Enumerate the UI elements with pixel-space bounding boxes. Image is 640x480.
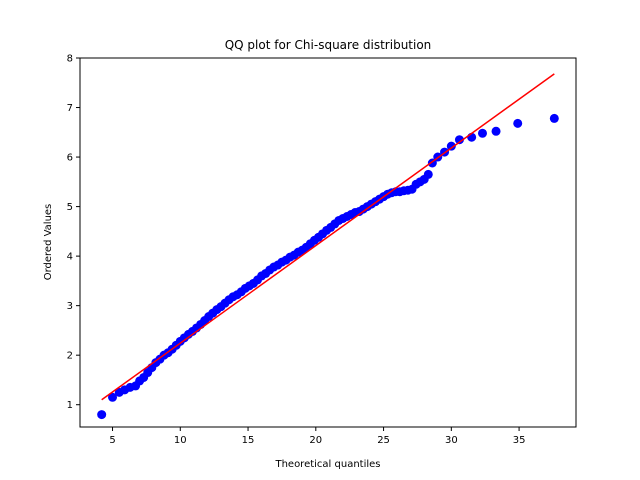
y-tick-label: 1: [67, 400, 73, 411]
y-tick-label: 6: [67, 153, 73, 164]
fit-line: [101, 73, 555, 401]
y-tick-label: 3: [67, 301, 73, 312]
y-tick-label: 2: [67, 351, 73, 362]
data-point: [477, 128, 487, 138]
x-tick-label: 15: [242, 435, 255, 446]
data-point: [549, 113, 559, 123]
x-tick-label: 10: [174, 435, 187, 446]
x-tick-label: 30: [445, 435, 458, 446]
chart-title: QQ plot for Chi-square distribution: [225, 38, 432, 52]
y-tick-label: 7: [67, 103, 73, 114]
data-point: [446, 141, 456, 151]
y-tick-label: 8: [67, 54, 73, 65]
data-point: [97, 410, 107, 420]
data-point: [423, 169, 433, 179]
data-point: [108, 392, 118, 402]
x-tick-label: 35: [513, 435, 526, 446]
y-tick-label: 5: [67, 202, 73, 213]
x-tick-label: 5: [109, 435, 115, 446]
data-point: [491, 126, 501, 136]
plot-area: [97, 73, 559, 420]
y-tick-label: 4: [67, 252, 73, 263]
axes-frame: [79, 57, 577, 428]
data-point: [454, 135, 464, 145]
data-point: [513, 118, 523, 128]
y-axis-label: Ordered Values: [43, 204, 54, 281]
y-axis-ticks: 1 2 3 4 5 6 7 8: [67, 54, 80, 411]
x-tick-label: 25: [377, 435, 390, 446]
x-axis-label: Theoretical quantiles: [274, 459, 380, 470]
x-axis-ticks: 5 10 15 20 25 30 35: [109, 427, 525, 446]
x-tick-label: 20: [309, 435, 322, 446]
